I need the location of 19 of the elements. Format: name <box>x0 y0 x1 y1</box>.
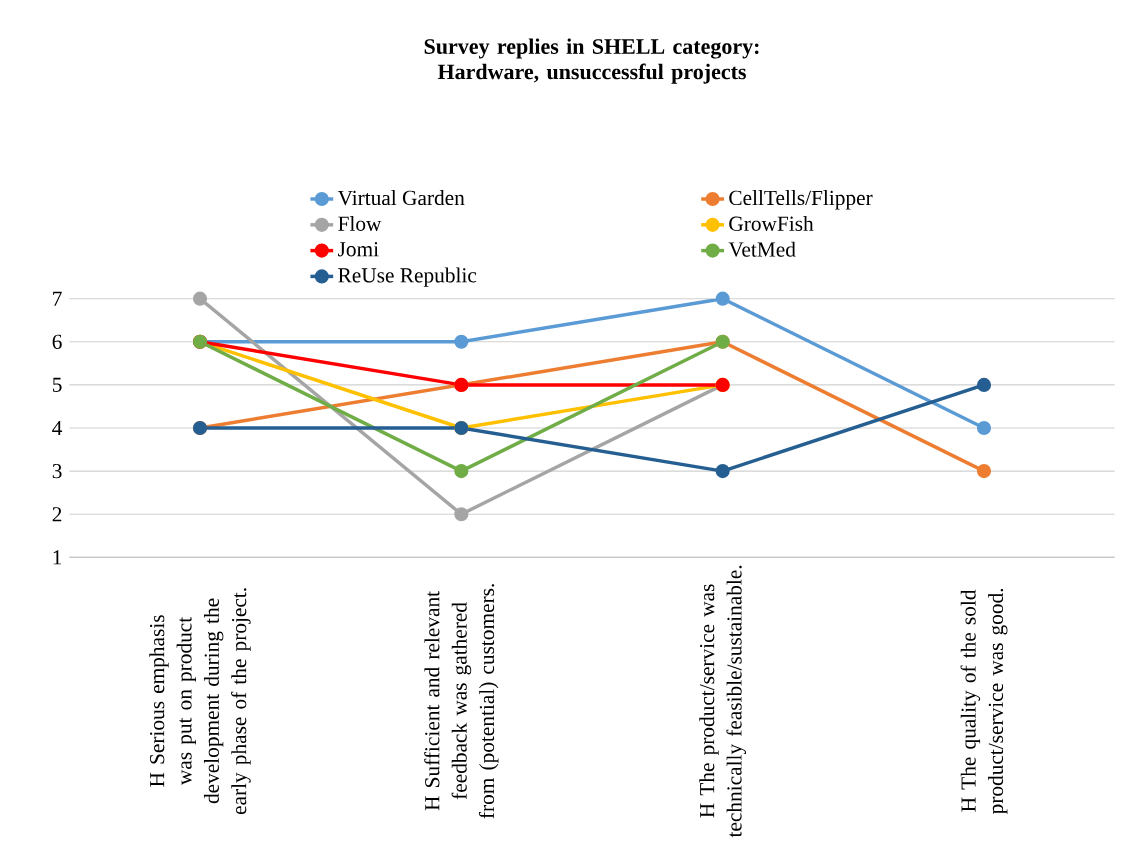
y-tick-label: 3 <box>52 463 62 479</box>
legend-label: GrowFish <box>729 215 814 231</box>
x-tick-label: H The quality of the sold product/service was good. <box>960 588 1008 814</box>
y-tick-label: 7 <box>53 291 62 306</box>
y-tick-label: 6 <box>52 334 62 349</box>
legend-label: CellTells/Flipper <box>729 189 873 210</box>
legend-label: Jomi <box>338 241 379 257</box>
y-tick-label: 4 <box>52 420 63 435</box>
y-tick-label: 1 <box>53 550 62 565</box>
y-tick-label: 5 <box>52 377 62 392</box>
x-tick-label: H Serious emphasis was put on product development during the early phase of the project. <box>149 588 251 814</box>
legend-label: ReUse Republic <box>338 267 477 287</box>
chart-title: Survey replies in SHELL category: Hardware, unsuccessful projects <box>424 38 759 84</box>
legend-label: Virtual Garden <box>337 189 465 206</box>
legend-label: VetMed <box>728 241 796 257</box>
x-tick-label: H Sufficient and relevant feedback was gathered from (potential) customers. <box>424 583 499 819</box>
x-tick-label: H The product/service was technically feasible/sustainable. <box>699 565 747 838</box>
legend-label: Flow <box>338 215 382 231</box>
y-tick-label: 2 <box>52 507 62 522</box>
